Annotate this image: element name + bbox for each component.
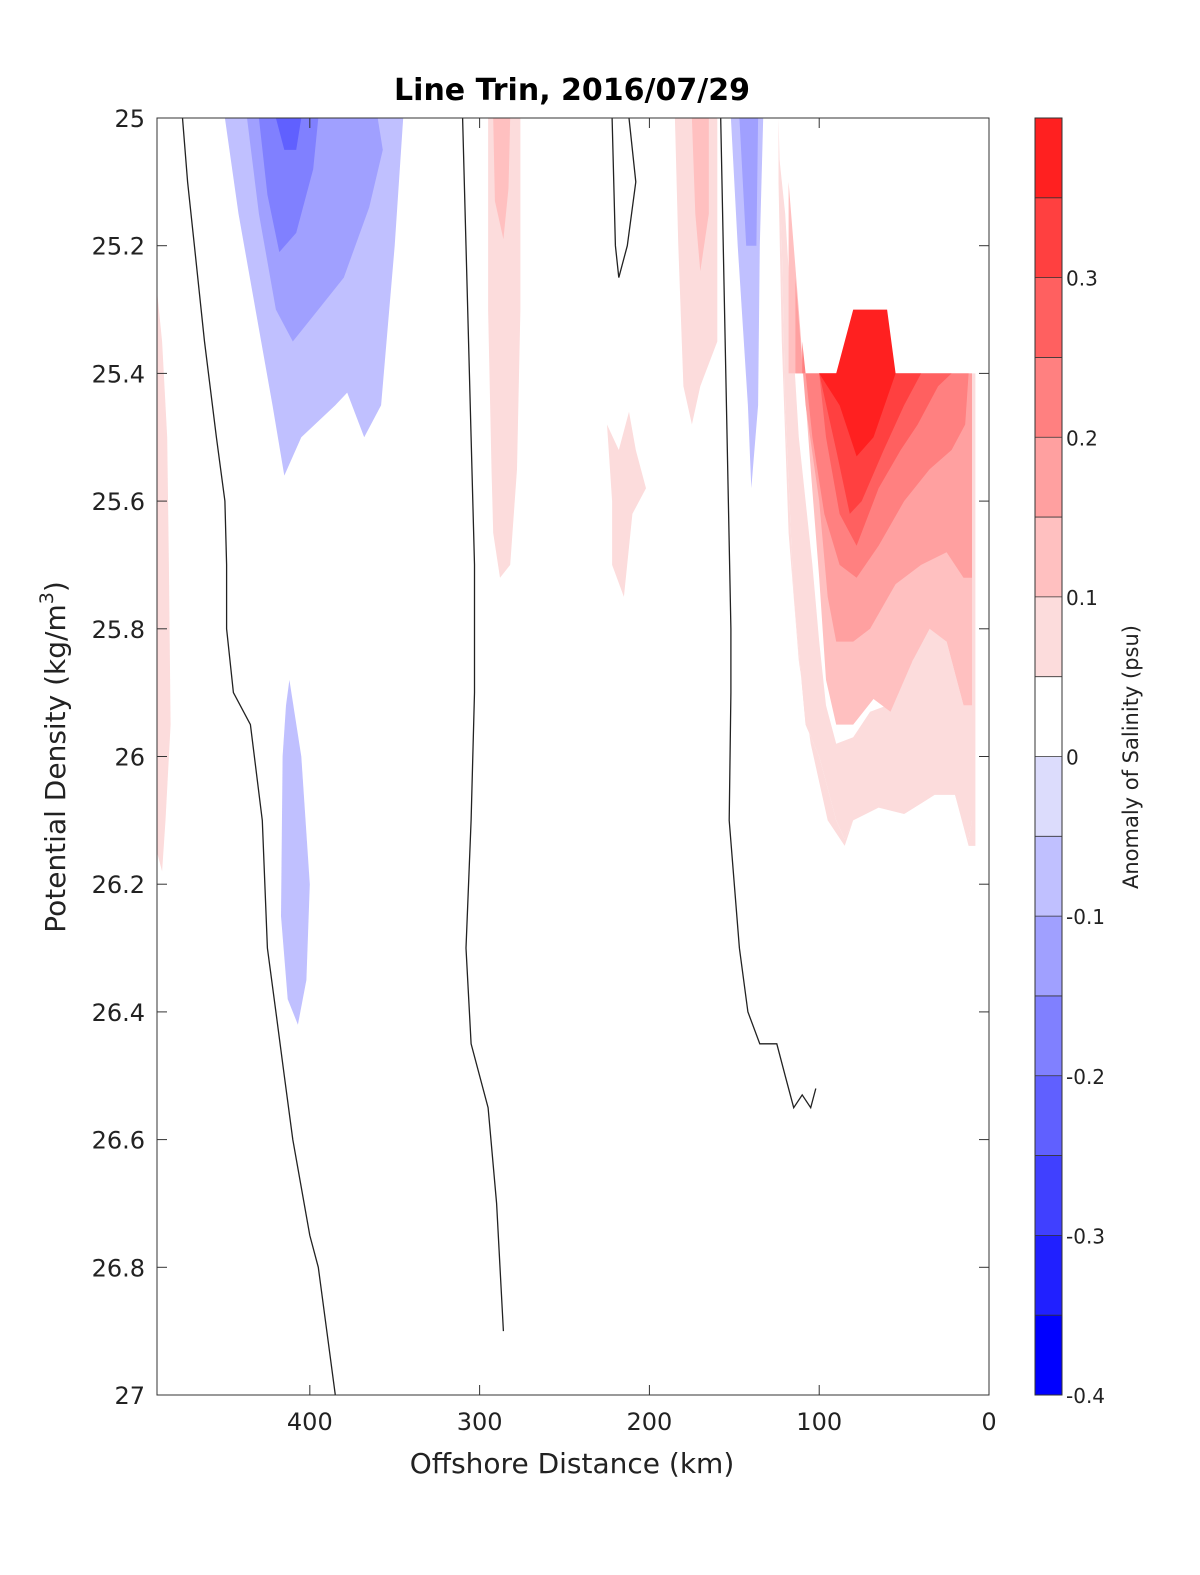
colorbar-tick-label: 0 [1066,746,1079,770]
colorbar-tick-label: 0.1 [1066,586,1098,610]
contour-region [488,118,524,578]
contour-line-layer [181,118,817,1395]
x-tick-label: 300 [457,1408,503,1436]
chart-title: Line Trin, 2016/07/29 [394,73,750,108]
colorbar-band [1035,197,1062,278]
colorbar-band [1035,596,1062,677]
x-tick-label: 100 [796,1408,842,1436]
x-axis-label: Offshore Distance (km) [410,1447,735,1480]
x-tick-label: 0 [981,1408,996,1436]
colorbar-band [1035,995,1062,1076]
contour-region [691,118,709,272]
colorbar-band [1035,756,1062,837]
colorbar-band [1035,1315,1062,1395]
colorbar-tick-label: -0.4 [1066,1384,1105,1408]
colorbar-band [1035,118,1062,198]
contour-region [819,309,896,457]
colorbar-tick-label: 0.3 [1066,267,1098,291]
colorbar-band [1035,357,1062,438]
y-tick-label: 25.8 [92,616,145,644]
colorbar-tick-label: -0.3 [1066,1224,1105,1248]
y-axis-label-superscript: 3 [36,592,58,604]
zero-contour-line [720,118,817,1110]
y-tick-label: 26.6 [92,1127,145,1155]
colorbar-band [1035,517,1062,597]
y-tick-label: 25.2 [92,233,145,261]
x-tick-label: 400 [287,1408,333,1436]
contour-region [281,679,310,1025]
contour-region [258,118,319,253]
y-axis-label-close: ) [39,581,72,592]
colorbar-tick-label: -0.2 [1066,1065,1105,1089]
colorbar-band [1035,1155,1062,1236]
y-tick-label: 25 [114,105,145,133]
y-axis-label-main: Potential Density (kg/m [39,604,72,933]
colorbar-band [1035,676,1062,757]
y-tick-label: 26 [114,744,145,772]
colorbar-band [1035,916,1062,996]
colorbar-band [1035,1235,1062,1316]
y-tick-label: 27 [114,1382,145,1410]
colorbar: -0.4 -0.3 -0.2 -0.1 0 0.1 0.2 0.3 [1034,117,1105,1408]
y-tick-label: 25.6 [92,488,145,516]
y-tick-label: 26.8 [92,1254,145,1282]
colorbar-band [1035,1075,1062,1156]
filled-contour-layer [157,118,989,1395]
y-tick-label: 26.4 [92,999,145,1027]
colorbar-label: Anomaly of Salinity (psu) [1119,625,1143,889]
y-tick-label: 26.2 [92,871,145,899]
x-tick-label: 200 [627,1408,673,1436]
zero-contour-line [181,118,336,1395]
colorbar-band [1035,836,1062,917]
y-tick-label: 25.4 [92,360,145,388]
plot-axes: 400 300 200 100 0 25 25.2 25.4 25.6 25.8 26 26.2 26.… [92,105,997,1436]
contour-region [778,149,972,840]
contour-region [275,118,302,150]
zero-contour-line [611,118,637,278]
colorbar-band [1035,437,1062,518]
zero-contour-line [461,118,505,1332]
y-axis-label: Potential Density (kg/m3) [36,581,72,933]
contour-region [739,118,759,246]
contour-region [493,118,514,240]
colorbar-band [1035,277,1062,358]
contour-region [607,411,646,597]
colorbar-tick-label: 0.2 [1066,426,1098,450]
colorbar-tick-label: -0.1 [1066,905,1105,929]
contour-region [157,290,171,872]
